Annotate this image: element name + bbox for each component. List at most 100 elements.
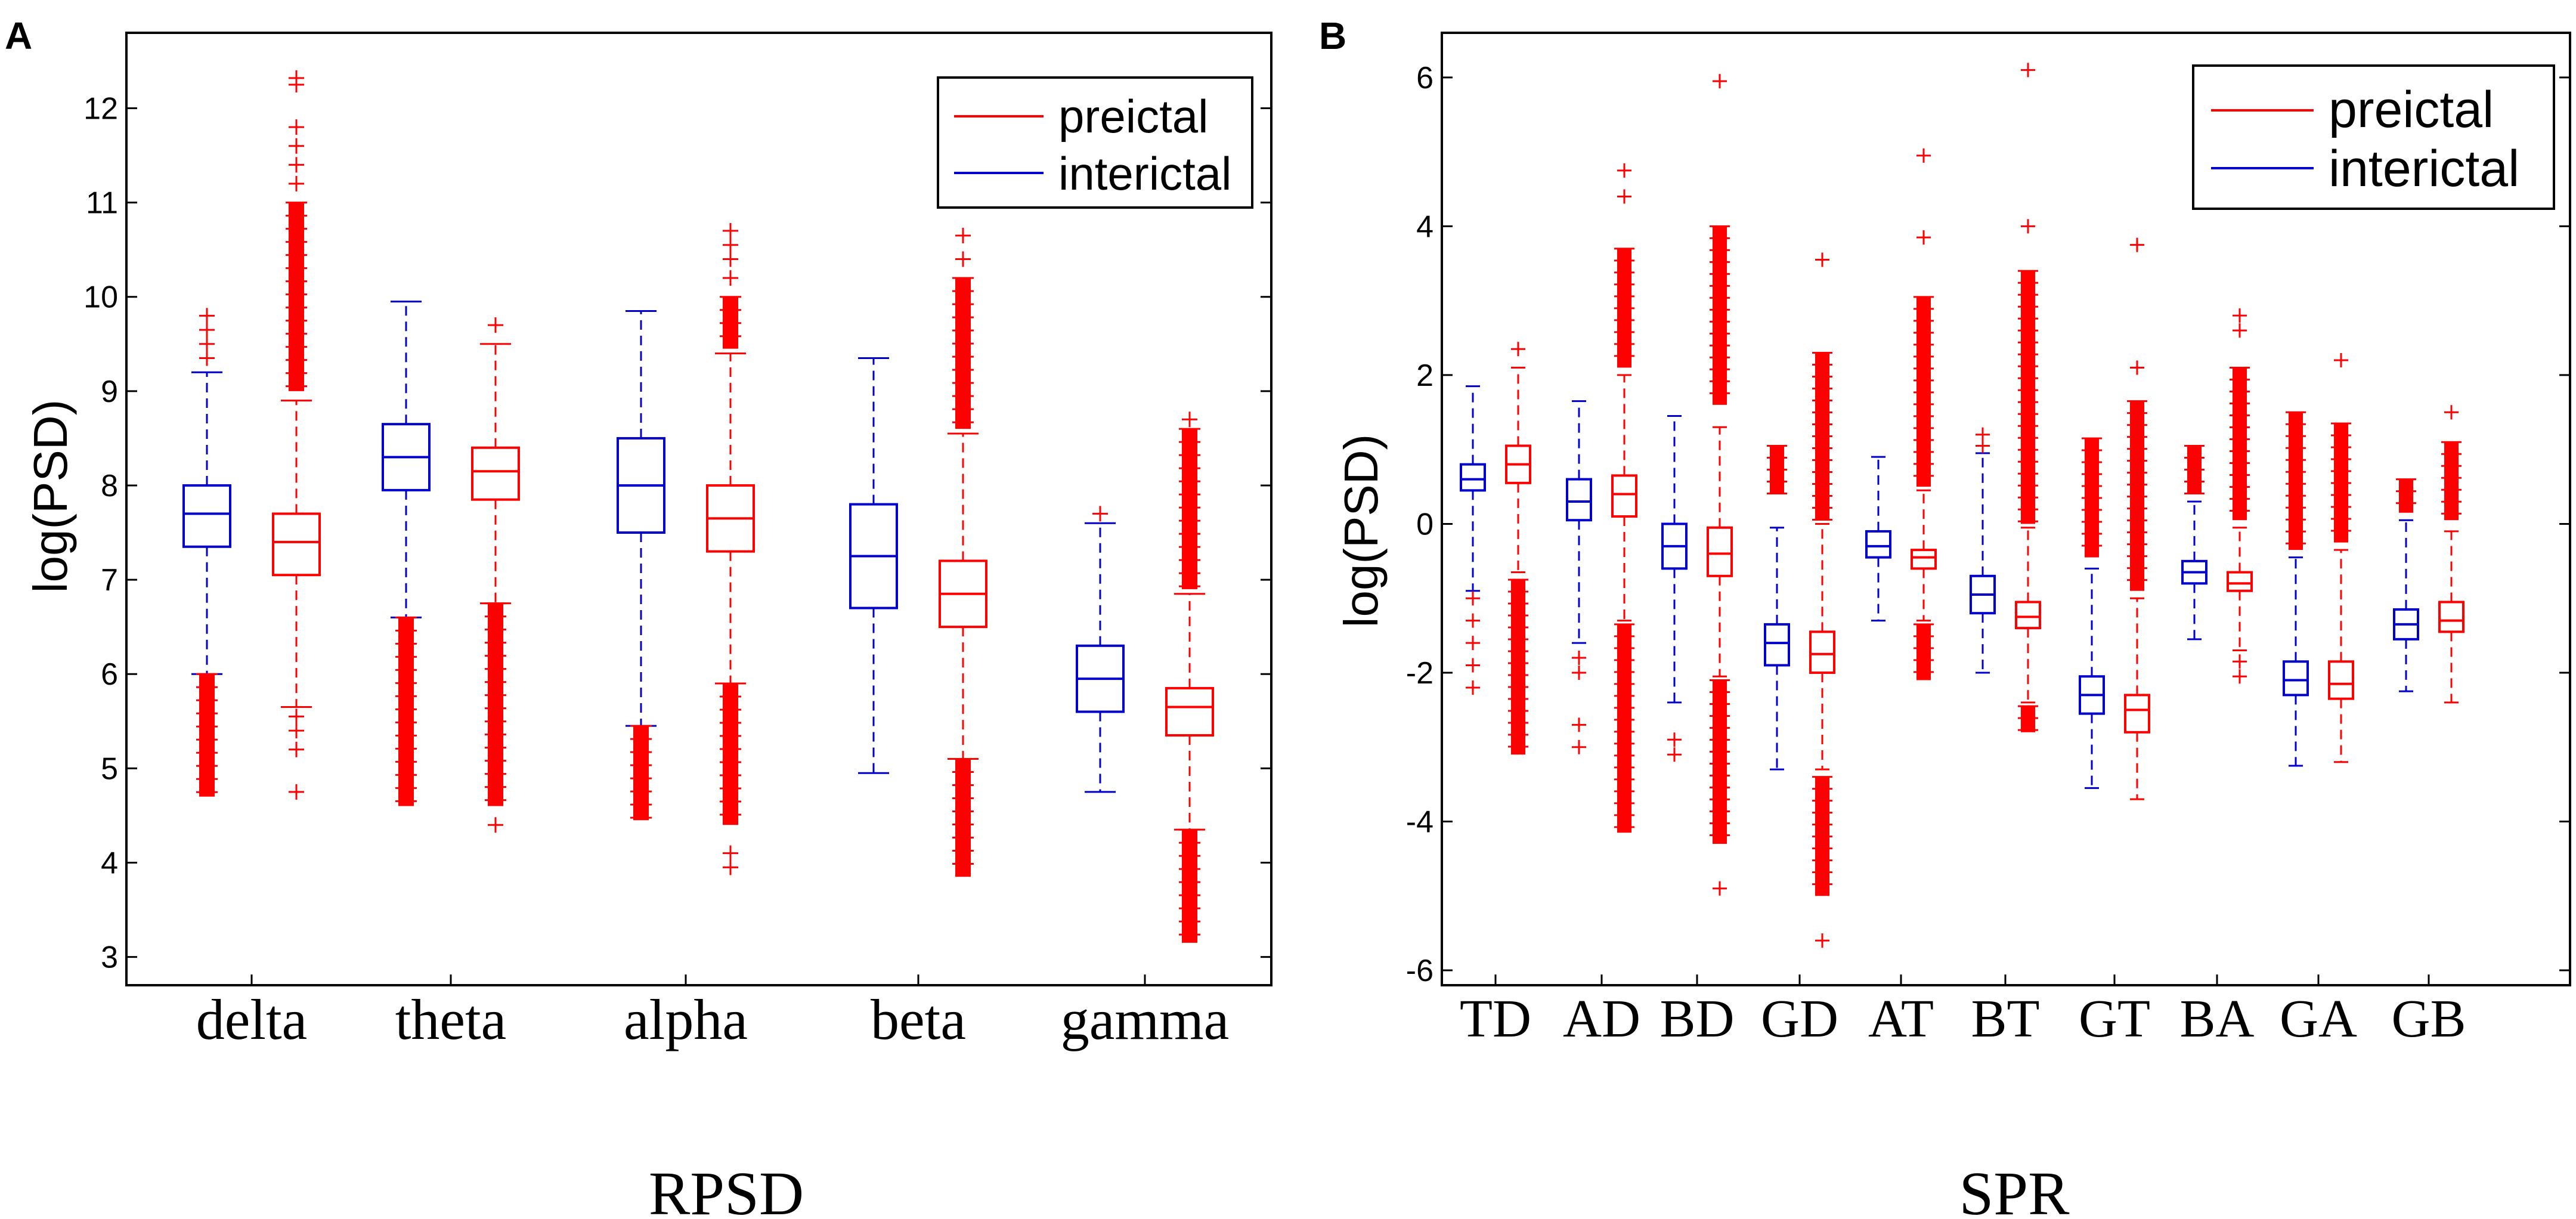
y-tick-label: 3 [101, 940, 118, 975]
box-preictal-BA [2227, 308, 2253, 684]
outlier-low-marker [1713, 881, 1727, 896]
outlier-high-marker [2334, 352, 2348, 367]
x-axis-title-a: RPSD [649, 1159, 804, 1219]
outlier-high-marker [2130, 237, 2144, 252]
box-preictal-gamma [1165, 412, 1214, 943]
outlier-low-dense [1617, 624, 1631, 833]
outlier-high-marker [955, 251, 971, 267]
outlier-low-marker [1572, 651, 1586, 666]
legend-box-b [2192, 64, 2555, 210]
outlier-high-marker [289, 119, 304, 135]
box-preictal-beta [939, 227, 987, 877]
outlier-high-dense [1182, 429, 1197, 589]
outlier-high-marker [723, 237, 738, 253]
outlier-high-dense [2021, 271, 2035, 524]
box-iqr [1865, 530, 1891, 559]
box-interictal-BA [2181, 444, 2207, 641]
y-tick-label: 5 [101, 751, 118, 786]
box-preictal-GB [2438, 405, 2464, 704]
box-iqr [1566, 478, 1592, 522]
outlier-high-dense [2233, 367, 2247, 521]
box-preictal-alpha [706, 223, 755, 875]
box-interictal-gamma [1076, 506, 1125, 793]
outlier-high-dense [1713, 226, 1727, 405]
box-iqr [1611, 474, 1637, 518]
outlier-high-marker [1092, 506, 1108, 522]
y-tick-label: 12 [83, 91, 118, 126]
box-interictal-delta [182, 308, 231, 797]
panel-label-a: A [5, 14, 32, 57]
x-tick-label-AD: AD [1563, 989, 1640, 1048]
outlier-low-marker [2233, 669, 2247, 684]
x-tick-label-beta: beta [871, 988, 966, 1051]
outlier-low-marker [1815, 933, 1829, 948]
outlier-high-marker [1511, 342, 1525, 357]
box-interictal-BD [1661, 415, 1688, 762]
x-tick-label-AT: AT [1868, 989, 1934, 1048]
x-tick-label-alpha: alpha [624, 988, 748, 1051]
outlier-high-marker [2021, 219, 2035, 234]
outlier-high-marker [2233, 323, 2247, 338]
outlier-low-marker [1466, 636, 1480, 651]
legend-a: preictal interictal [937, 76, 1253, 209]
outlier-low-marker [1667, 732, 1682, 747]
box-preictal-BT [2015, 63, 2041, 732]
x-tick-label-gamma: gamma [1061, 988, 1230, 1051]
outlier-high-marker [1976, 427, 1990, 442]
outlier-low-dense [723, 683, 738, 825]
outlier-high-marker [1815, 252, 1829, 267]
box-interictal-TD [1460, 385, 1486, 695]
outlier-high-marker [289, 175, 304, 191]
box-iqr [1911, 549, 1937, 570]
box-interictal-AT [1865, 456, 1891, 622]
x-tick-label-delta: delta [196, 988, 308, 1051]
box-iqr [1460, 463, 1486, 492]
x-tick-label-BD: BD [1659, 989, 1734, 1048]
outlier-low-marker [488, 817, 503, 833]
box-iqr [2015, 601, 2041, 630]
outlier-high-marker [2130, 360, 2144, 375]
box-interictal-GT [2079, 437, 2105, 789]
outlier-low-dense [2021, 706, 2035, 732]
box-iqr [2328, 660, 2354, 700]
outlier-high-dense [289, 202, 304, 391]
outlier-high-marker [1916, 148, 1931, 163]
box-iqr [471, 446, 520, 501]
y-tick-label: 11 [86, 186, 118, 221]
outlier-high-marker [1916, 230, 1931, 245]
outlier-high-marker [955, 227, 971, 243]
y-tick-label: -6 [1406, 954, 1433, 988]
outlier-high-marker [1713, 74, 1727, 89]
x-axis-title-b: SPR [1959, 1159, 2070, 1219]
outlier-low-dense [488, 603, 503, 806]
box-preictal-GD [1809, 252, 1835, 948]
x-tick-labels-a: delta theta alpha beta gamma [196, 974, 1230, 1051]
outlier-low-marker [289, 741, 304, 757]
box-iqr [1764, 623, 1790, 667]
y-tick-label: -4 [1406, 805, 1433, 840]
outlier-high-dense [2399, 479, 2413, 513]
box-preictal-GA [2328, 352, 2354, 763]
outlier-high-marker [289, 70, 304, 86]
outlier-low-marker [289, 723, 304, 739]
box-interictal-beta [849, 357, 898, 774]
outlier-low-marker [723, 845, 738, 861]
outlier-high-marker [2021, 63, 2035, 78]
outlier-low-dense [1916, 624, 1931, 680]
y-tick-label: -2 [1406, 656, 1433, 691]
axes-box-a [125, 32, 1272, 986]
outlier-high-marker [723, 223, 738, 239]
box-interictal-GA [2283, 411, 2309, 767]
box-preictal-GT [2124, 237, 2150, 800]
y-tick-label: 0 [1416, 507, 1433, 542]
outlier-high-marker [289, 138, 304, 154]
legend-label-interictal-b: interictal [2329, 140, 2519, 197]
box-interictal-GB [2393, 478, 2419, 692]
outlier-high-marker [1182, 412, 1197, 428]
outlier-low-marker [2233, 654, 2247, 669]
box-iqr [272, 512, 321, 577]
box-iqr [2438, 601, 2464, 633]
outlier-high-marker [2233, 308, 2247, 323]
panel-b: B SPR log(PSD) -6 -4 -2 0 2 4 6 TD AD BD GD AT BT GT… [1319, 14, 2571, 1219]
outlier-low-marker [1466, 591, 1480, 606]
